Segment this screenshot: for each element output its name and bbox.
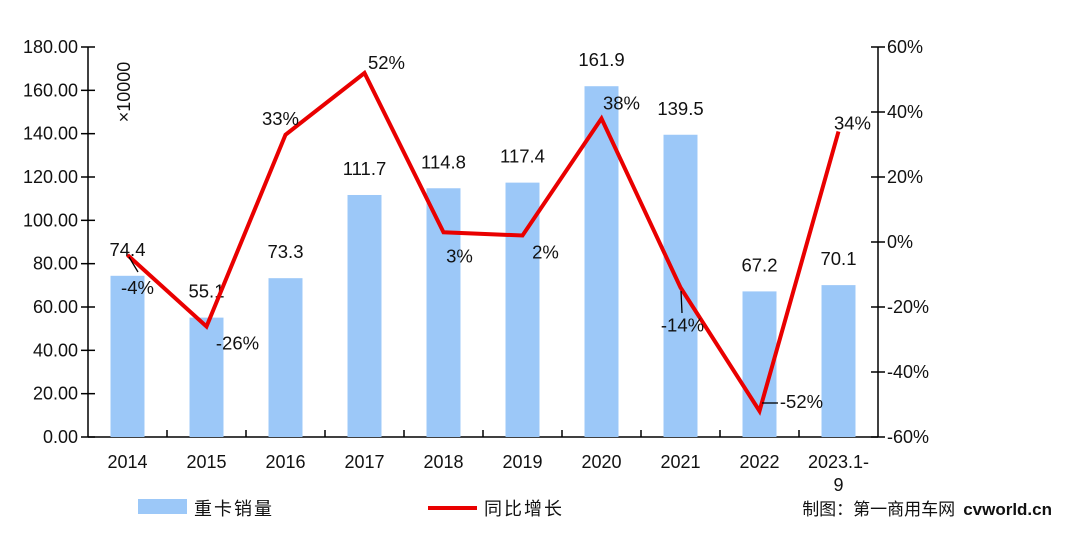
bar-2014 xyxy=(110,275,145,437)
left-axis-tick-label: 40.00 xyxy=(33,340,78,360)
bar-2019 xyxy=(505,182,540,437)
x-axis-label: 2018 xyxy=(423,452,463,472)
growth-point-label: 2% xyxy=(532,242,559,263)
right-axis-tick-label: 40% xyxy=(887,102,923,122)
growth-point-label: 33% xyxy=(262,108,299,129)
growth-point-label: -52% xyxy=(780,391,823,412)
credit-line: 制图：第一商用车网 cvworld.cn xyxy=(802,495,1052,520)
bar-2015 xyxy=(189,317,224,437)
growth-point-label: -14% xyxy=(661,315,704,336)
growth-line xyxy=(126,69,841,416)
growth-point-label: 52% xyxy=(368,52,405,73)
growth-point-label: -4% xyxy=(121,277,154,298)
bar-value-label: 114.8 xyxy=(421,151,466,172)
right-axis-tick-label: 20% xyxy=(887,167,923,187)
growth-point-label: 3% xyxy=(446,245,473,266)
left-axis-tick-label: 120.00 xyxy=(23,167,78,187)
left-axis-tick-label: 180.00 xyxy=(23,37,78,57)
growth-point-label: 38% xyxy=(603,93,640,114)
sales-growth-chart: 180.00 160.00 140.00 120.00 100.00 80.00 60.00… xyxy=(23,37,929,495)
legend: 重卡销量 同比增长 xyxy=(0,494,1080,524)
left-axis-tick-label: 20.00 xyxy=(33,384,78,404)
bar-value-label: 70.1 xyxy=(820,248,856,269)
x-axis-label: 2014 xyxy=(107,452,147,472)
bar-value-label: 117.4 xyxy=(500,146,545,167)
right-axis-tick-label: 60% xyxy=(887,37,923,57)
bar-2018 xyxy=(426,188,461,437)
left-axis-tick-label: 140.00 xyxy=(23,124,78,144)
growth-point-label: -26% xyxy=(216,333,259,354)
right-axis-tick-label: 0% xyxy=(887,232,913,252)
axis-unit-label: ×10000 xyxy=(114,62,134,123)
legend-line-swatch xyxy=(428,506,477,510)
x-axis-label: 2022 xyxy=(739,452,779,472)
left-axis-tick-label: 60.00 xyxy=(33,297,78,317)
right-axis-tick-label: -20% xyxy=(887,297,929,317)
credit-site: cvworld.cn xyxy=(963,500,1052,519)
x-axis-label: 2016 xyxy=(265,452,305,472)
label-leader-line xyxy=(680,290,683,314)
left-axis-tick-label: 0.00 xyxy=(43,427,78,447)
bar-value-label: 111.7 xyxy=(343,158,387,179)
right-axis-tick-label: -40% xyxy=(887,362,929,382)
bar-value-label: 139.5 xyxy=(657,98,703,119)
left-axis-tick-label: 80.00 xyxy=(33,254,78,274)
left-axis-tick-label: 160.00 xyxy=(23,80,78,100)
x-axis-label: 2021 xyxy=(660,452,700,472)
bar-value-label: 161.9 xyxy=(578,49,624,70)
x-axis-label: 9 xyxy=(833,475,843,495)
bar-2017 xyxy=(347,194,382,437)
bar-value-label: 55.1 xyxy=(188,281,224,302)
legend-bar-swatch xyxy=(138,499,187,514)
bar-2016 xyxy=(268,278,303,437)
growth-point-label: 34% xyxy=(834,113,871,134)
left-axis-tick-label: 100.00 xyxy=(23,210,78,230)
right-axis-tick-label: -60% xyxy=(887,427,929,447)
legend-label-sales: 重卡销量 xyxy=(194,499,274,519)
x-axis-label: 2015 xyxy=(186,452,226,472)
bar-value-label: 73.3 xyxy=(267,241,303,262)
x-axis-label: 2017 xyxy=(344,452,384,472)
x-axis-label: 2020 xyxy=(581,452,621,472)
label-leader-line xyxy=(128,256,139,273)
bar-value-label: 74.4 xyxy=(109,239,145,260)
bar-value-label: 67.2 xyxy=(741,254,777,275)
x-axis-label: 2023.1- xyxy=(808,452,869,472)
bar-2023.1-9 xyxy=(821,285,856,437)
legend-label-growth: 同比增长 xyxy=(484,499,564,519)
credit-text: 制图：第一商用车网 xyxy=(802,500,956,519)
x-axis-label: 2019 xyxy=(502,452,542,472)
